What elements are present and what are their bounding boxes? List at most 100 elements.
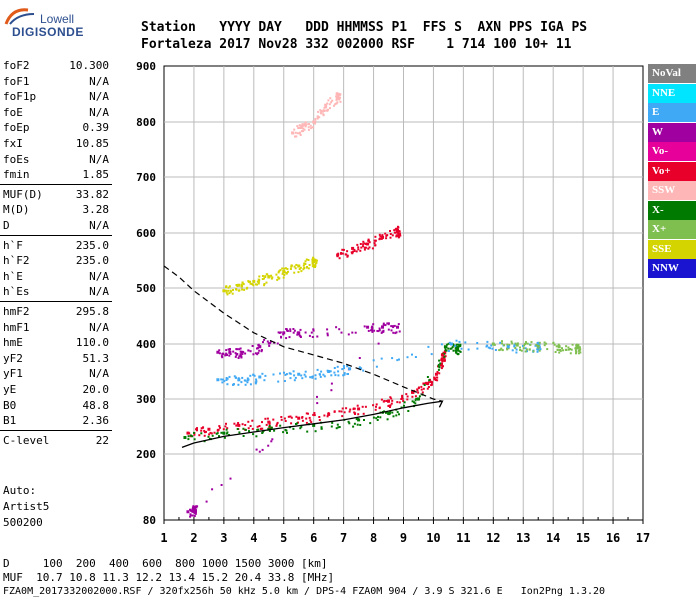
legend-item: NoVal xyxy=(648,64,696,83)
echo-dot xyxy=(423,384,426,386)
echo-dot xyxy=(356,423,359,426)
echo-dot xyxy=(379,235,382,238)
brand-digisonde: DIGISONDE xyxy=(12,25,84,39)
param-value: 20.0 xyxy=(82,383,110,396)
echo-dot xyxy=(307,412,309,415)
echo-dot xyxy=(330,374,333,377)
echo-dot xyxy=(339,100,342,103)
echo-dot xyxy=(431,381,434,384)
echo-dot xyxy=(359,424,362,426)
x-tick-label: 10 xyxy=(426,531,440,545)
echo-dot xyxy=(275,423,278,426)
echo-point xyxy=(237,423,241,427)
echo-dot xyxy=(298,124,301,127)
echo-dot xyxy=(399,234,402,237)
echo-dot xyxy=(514,342,517,345)
echo-dot xyxy=(557,343,560,346)
echo-dot xyxy=(362,412,365,415)
echo-dot xyxy=(319,109,322,112)
echo-dot xyxy=(368,246,371,249)
echo-dot xyxy=(272,418,275,421)
echo-dot xyxy=(577,349,580,352)
echo-point xyxy=(312,423,316,427)
y-tick-label: 900 xyxy=(136,60,156,73)
param-key: hmE xyxy=(3,336,23,350)
echo-dot xyxy=(314,430,317,433)
echo-dot xyxy=(390,329,393,332)
echo-dot xyxy=(248,430,250,433)
echo-dot xyxy=(323,414,326,417)
echo-dot xyxy=(293,329,296,332)
echo-dot xyxy=(396,411,399,414)
echo-dot xyxy=(281,272,284,275)
echo-point xyxy=(366,325,370,329)
echo-dot xyxy=(246,286,249,289)
echo-dot xyxy=(501,340,503,343)
echo-point xyxy=(240,350,244,354)
echo-dot xyxy=(335,326,338,329)
echo-dot xyxy=(455,343,458,346)
echo-dot xyxy=(200,432,203,435)
echo-dot xyxy=(452,349,455,352)
echo-dot xyxy=(284,420,287,422)
legend-item: SSW xyxy=(648,181,696,200)
echo-dot xyxy=(298,268,301,271)
echo-dot xyxy=(241,285,244,288)
legend-item: W xyxy=(648,122,696,142)
echo-dot xyxy=(379,237,381,240)
echo-dot xyxy=(341,252,344,255)
echo-dot xyxy=(452,344,455,347)
echo-dot xyxy=(417,391,420,394)
echo-dot xyxy=(507,347,510,350)
echo-dot xyxy=(365,246,368,249)
param-key: foEp xyxy=(3,121,30,135)
echo-dot xyxy=(228,292,231,295)
echo-dot xyxy=(441,359,444,362)
param-key: fxI xyxy=(3,137,23,150)
echo-point xyxy=(455,346,459,350)
echo-dot xyxy=(401,397,404,400)
echo-dot xyxy=(290,265,293,268)
param-value: 3.28 xyxy=(82,203,110,217)
echo-dot xyxy=(422,387,425,390)
echo-dot xyxy=(387,322,390,325)
echo-dot xyxy=(252,353,255,356)
echo-dot xyxy=(305,412,308,415)
echo-dot xyxy=(299,427,302,430)
echo-point xyxy=(434,372,438,376)
echo-dot xyxy=(490,344,493,347)
echo-point xyxy=(410,390,414,394)
param-separator xyxy=(0,429,112,431)
echo-dot xyxy=(303,267,306,269)
param-row: foF1p N/A xyxy=(3,90,109,105)
echo-dot xyxy=(292,328,295,330)
echo-dot xyxy=(282,431,285,434)
echo-dot xyxy=(311,262,314,265)
echo-dot xyxy=(386,322,389,325)
echo-dot xyxy=(299,266,302,269)
echo-dot xyxy=(447,342,450,345)
echo-dot xyxy=(383,410,386,413)
echo-point xyxy=(186,431,190,435)
echo-dot xyxy=(458,340,461,343)
param-row: yF2 51.3 xyxy=(3,352,109,367)
y-tick-label: 800 xyxy=(136,116,156,129)
echo-dot xyxy=(433,376,436,379)
echo-dot xyxy=(341,407,344,410)
echo-dot xyxy=(380,331,383,334)
x-tick-label: 15 xyxy=(576,531,590,545)
echo-dot xyxy=(203,434,206,437)
echo-dot xyxy=(251,419,254,422)
x-tick-label: 8 xyxy=(370,531,377,545)
echo-dot xyxy=(395,234,398,237)
echo-dot xyxy=(306,430,309,433)
echo-dot xyxy=(380,357,383,360)
echo-dot xyxy=(244,428,247,431)
echo-dot xyxy=(384,324,387,327)
echo-dot xyxy=(437,368,440,371)
echo-dot xyxy=(374,244,377,247)
echo-dot xyxy=(486,340,489,343)
echo-dot xyxy=(295,415,298,418)
echo-dot xyxy=(261,448,264,451)
echo-dot xyxy=(318,416,321,418)
